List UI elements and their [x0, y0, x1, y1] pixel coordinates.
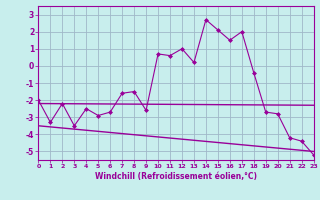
X-axis label: Windchill (Refroidissement éolien,°C): Windchill (Refroidissement éolien,°C): [95, 172, 257, 181]
